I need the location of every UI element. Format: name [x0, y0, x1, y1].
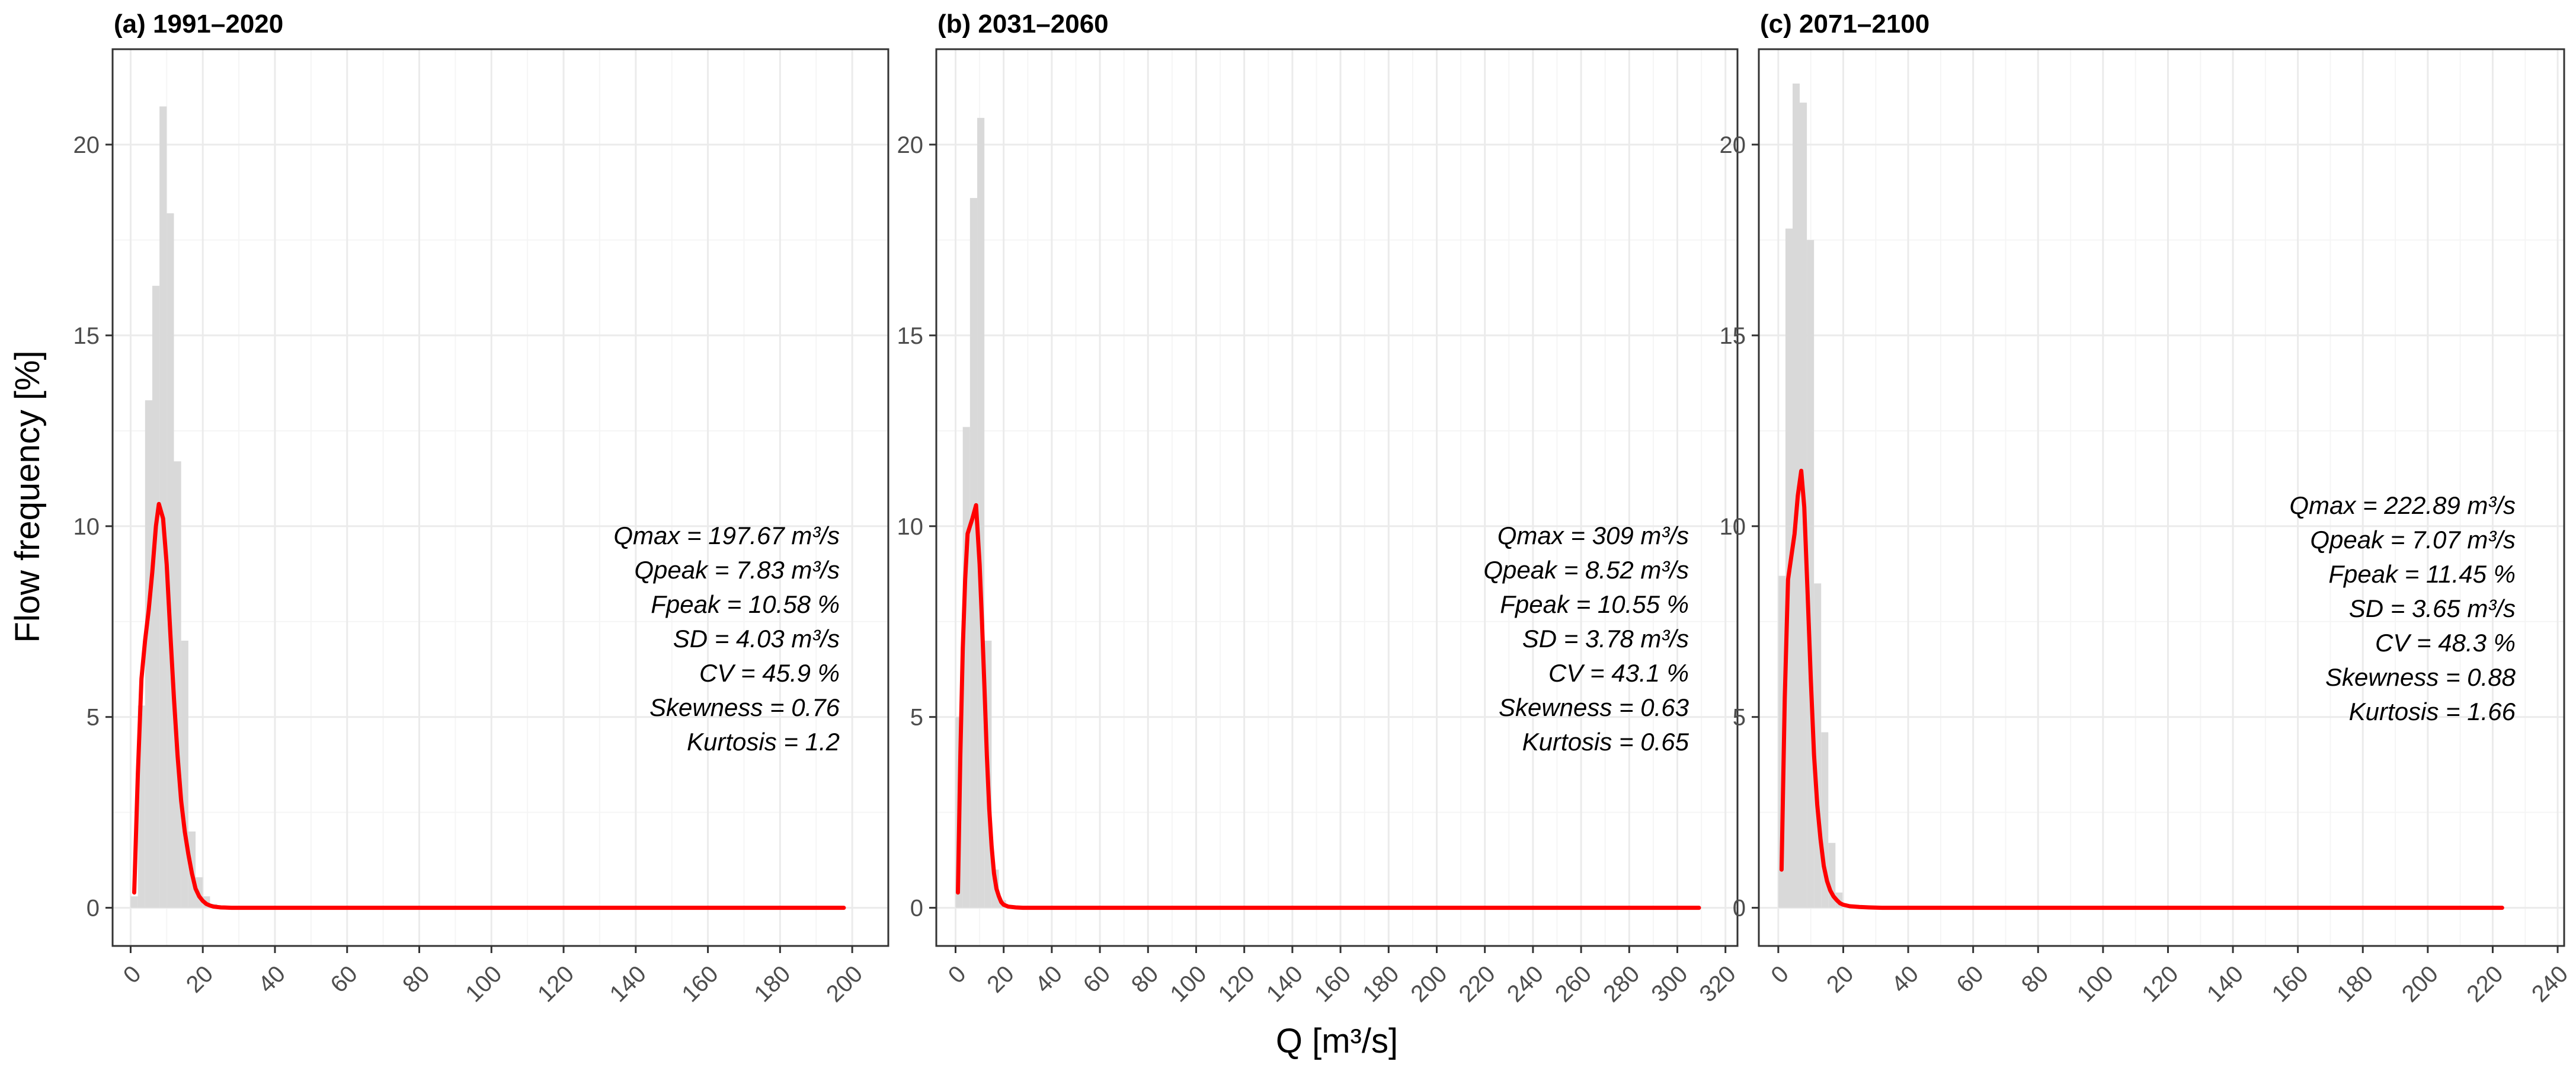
y-tick-label: 20	[897, 132, 924, 158]
stat-annotation: Fpeak = 10.55 %	[1500, 590, 1689, 618]
density-line	[132, 501, 846, 910]
stat-annotation: Skewness = 0.88	[2325, 663, 2516, 691]
y-tick-label: 0	[87, 896, 100, 922]
stat-annotation: Qpeak = 8.52 m³/s	[1483, 556, 1689, 584]
panel-border	[935, 48, 1739, 947]
stat-annotation: Kurtosis = 1.66	[2349, 698, 2516, 725]
stat-annotation: Fpeak = 10.58 %	[651, 590, 840, 618]
y-tick-label: 5	[910, 705, 923, 731]
panel-title: (c) 2071–2100	[1760, 9, 1929, 39]
panel-background	[1759, 49, 2564, 946]
panel-border	[111, 48, 889, 947]
stat-annotation: CV = 45.9 %	[699, 659, 840, 687]
y-tick-label: 10	[1720, 514, 1746, 540]
stat-annotation: CV = 48.3 %	[2375, 629, 2516, 657]
stat-annotation: Qpeak = 7.07 m³/s	[2310, 526, 2516, 554]
histogram-bar	[152, 286, 160, 908]
stat-annotation: Kurtosis = 1.2	[687, 728, 840, 756]
y-tick-label: 10	[73, 514, 100, 540]
stat-annotation: CV = 43.1 %	[1548, 659, 1689, 687]
stat-annotation: SD = 3.78 m³/s	[1522, 625, 1689, 653]
panel-title: (a) 1991–2020	[114, 9, 283, 39]
density-line	[1779, 468, 2504, 910]
histogram-bar	[130, 896, 138, 908]
panel-background	[936, 49, 1737, 946]
stat-annotation: Qmax = 197.67 m³/s	[613, 522, 840, 549]
panel-background	[113, 49, 888, 946]
stat-annotation: SD = 3.65 m³/s	[2349, 594, 2516, 622]
stat-annotation: Kurtosis = 0.65	[1522, 728, 1689, 756]
x-axis-title: Q [m³/s]	[1276, 1022, 1398, 1060]
y-axis-title: Flow frequency [%]	[8, 350, 47, 642]
stat-annotation: SD = 4.03 m³/s	[673, 625, 840, 653]
stat-annotation: Qmax = 309 m³/s	[1497, 522, 1689, 549]
y-tick-label: 5	[87, 705, 100, 731]
y-tick-label: 0	[1733, 896, 1746, 922]
histogram-bar	[977, 117, 985, 908]
histogram-bar	[167, 213, 174, 908]
y-tick-label: 0	[910, 896, 923, 922]
y-tick-label: 15	[73, 323, 100, 349]
stat-annotation: Fpeak = 11.45 %	[2328, 560, 2516, 588]
stat-annotation: Skewness = 0.63	[1499, 693, 1689, 721]
y-tick-label: 20	[73, 132, 100, 158]
y-tick-label: 10	[897, 514, 924, 540]
stat-annotation: Qmax = 222.89 m³/s	[2289, 491, 2516, 519]
histogram-bar	[969, 198, 978, 908]
stat-annotation: Skewness = 0.76	[649, 693, 840, 721]
panel-title: (b) 2031–2060	[937, 9, 1109, 39]
histogram-bar	[159, 106, 167, 908]
stat-annotation: Qpeak = 7.83 m³/s	[634, 556, 840, 584]
y-tick-label: 5	[1733, 705, 1746, 731]
y-tick-label: 15	[897, 323, 924, 349]
histogram-bar	[145, 400, 152, 908]
histogram-bar	[181, 640, 188, 908]
panel-border	[1758, 48, 2565, 947]
y-tick-label: 20	[1720, 132, 1746, 158]
y-tick-label: 15	[1720, 323, 1746, 349]
density-line	[956, 503, 1701, 910]
